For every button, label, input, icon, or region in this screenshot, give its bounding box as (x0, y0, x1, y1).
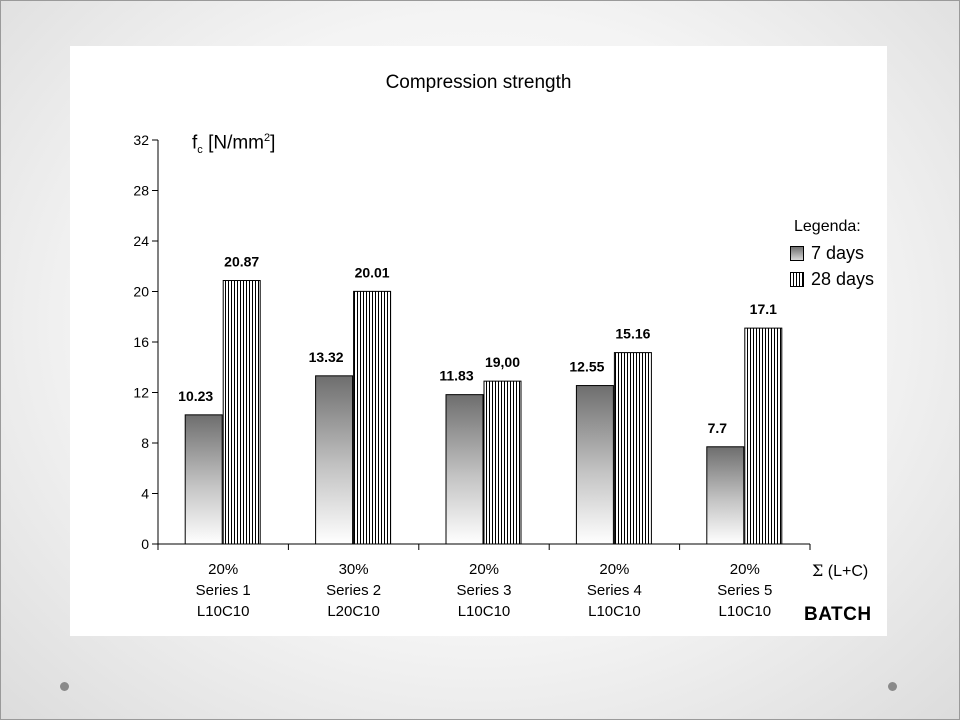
sigma-symbol: Σ (812, 561, 824, 580)
data-label-28-days: 17.1 (750, 301, 777, 317)
data-label-28-days: 15.16 (615, 326, 650, 342)
category-label-code: L10C10 (719, 603, 772, 620)
legend-swatch-28-days (790, 271, 804, 287)
legend: Legenda: 7 days 28 days (790, 218, 874, 292)
dot-icon-left (60, 682, 69, 691)
data-label-7-days: 12.55 (569, 359, 604, 375)
category-label-series: Series 2 (326, 582, 381, 599)
data-label-28-days: 20.87 (224, 254, 259, 270)
y-tick-label: 16 (133, 334, 149, 350)
bar-28-days (483, 380, 522, 545)
bar-7-days (315, 375, 354, 545)
category-label-series: Series 5 (717, 582, 772, 599)
data-label-7-days: 11.83 (439, 368, 473, 384)
legend-label-7-days: 7 days (811, 242, 865, 263)
data-label-7-days: 13.32 (309, 349, 344, 365)
bar-28-days (613, 352, 652, 545)
category-axis-title: BATCH (804, 604, 872, 625)
y-axis-label-superscript: 2 (264, 132, 271, 144)
chart-canvas: 0 4 8 12 16 20 24 28 32 10.23 20.87 20% Series 1 L10C… (133, 132, 811, 620)
y-axis-label-subscript: c (197, 144, 203, 157)
y-tick-label: 8 (141, 435, 149, 451)
bar-7-days (184, 414, 223, 545)
category-label-percent: 20% (469, 561, 499, 578)
bar-7-days (445, 394, 484, 545)
category-label-code: L10C10 (458, 603, 511, 620)
y-tick-label: 4 (141, 486, 149, 502)
y-axis-label-base: f (192, 132, 198, 154)
category-label-code: L10C10 (197, 603, 250, 620)
chart-title: Compression strength (385, 72, 572, 93)
category-label-series: Series 4 (587, 582, 642, 599)
y-tick-label: 32 (133, 132, 149, 148)
legend-label-28-days: 28 days (811, 268, 875, 289)
data-label-28-days: 20.01 (355, 264, 390, 280)
bar-28-days (353, 290, 392, 545)
dot-icon-right (888, 682, 897, 691)
category-row-label-text: (L+C) (827, 563, 869, 580)
category-label-percent: 20% (599, 561, 629, 578)
y-tick-label: 28 (133, 183, 149, 199)
category-label-percent: 20% (208, 561, 238, 578)
legend-title: Legenda: (794, 218, 861, 235)
category-label-code: L10C10 (588, 603, 641, 620)
category-label-code: L20C10 (327, 603, 380, 620)
category-row-label: Σ (L+C) (812, 561, 868, 581)
bar-28-days (744, 327, 783, 545)
bar-7-days (706, 446, 745, 545)
chart-panel: 0 4 8 12 16 20 24 28 32 10.23 20.87 20% Series 1 L10C… (70, 46, 887, 636)
y-axis-label-unit: [N/mm (208, 132, 264, 154)
bar-28-days (222, 280, 261, 545)
category-label-series: Series 1 (196, 582, 251, 599)
legend-item-7-days: 7 days (790, 240, 874, 266)
y-axis-label: fc [N/mm2] (192, 132, 275, 156)
category-label-percent: 30% (339, 561, 369, 578)
bar-7-days (575, 385, 614, 545)
legend-swatch-7-days (790, 245, 804, 261)
y-axis-label-close: ] (270, 132, 276, 154)
y-tick-label: 24 (133, 233, 149, 249)
category-label-series: Series 3 (456, 582, 511, 599)
data-label-28-days: 19,00 (485, 354, 520, 370)
data-label-7-days: 10.23 (178, 388, 213, 404)
y-tick-label: 0 (141, 536, 149, 552)
data-label-7-days: 7.7 (708, 420, 728, 436)
category-label-percent: 20% (730, 561, 760, 578)
y-tick-label: 20 (133, 284, 149, 300)
y-tick-label: 12 (133, 385, 149, 401)
legend-item-28-days: 28 days (790, 266, 874, 292)
